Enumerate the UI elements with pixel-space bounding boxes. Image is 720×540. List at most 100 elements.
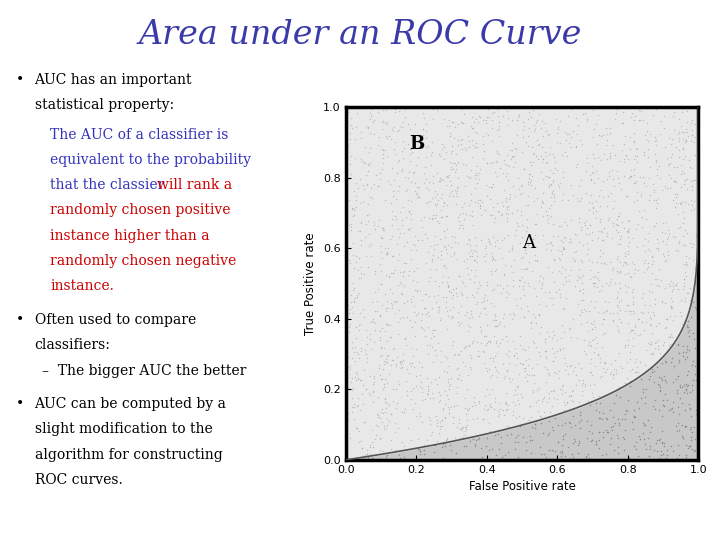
Point <box>386 252 397 260</box>
Point <box>451 374 462 382</box>
Point <box>545 387 557 395</box>
Point <box>685 436 697 444</box>
Point <box>510 437 521 446</box>
Point <box>588 124 600 133</box>
Point <box>651 358 662 367</box>
Point <box>377 150 389 158</box>
Point <box>676 399 688 407</box>
Point <box>553 366 564 375</box>
Point <box>523 258 535 266</box>
Point <box>563 325 575 334</box>
Point <box>646 368 657 376</box>
Point <box>390 105 401 113</box>
Point <box>516 220 528 229</box>
Point <box>475 327 487 336</box>
Point <box>426 328 438 337</box>
Point <box>408 266 420 275</box>
Point <box>600 450 612 459</box>
Point <box>651 447 662 455</box>
Point <box>541 364 552 373</box>
Point <box>600 306 612 315</box>
Point <box>624 132 635 141</box>
Point <box>678 145 689 153</box>
Point <box>596 342 608 351</box>
Point <box>626 365 637 374</box>
Point <box>487 180 499 188</box>
Point <box>380 355 392 363</box>
Point <box>575 363 587 372</box>
Point <box>558 327 570 336</box>
Point <box>659 376 670 384</box>
Point <box>422 455 433 464</box>
Point <box>443 192 454 200</box>
Point <box>500 389 512 397</box>
Point <box>375 280 387 289</box>
Point <box>397 221 408 230</box>
Point <box>414 447 426 455</box>
Point <box>362 167 374 176</box>
Point <box>590 406 601 415</box>
Point <box>382 118 393 126</box>
Point <box>626 109 638 117</box>
Point <box>666 297 678 306</box>
Point <box>522 361 534 369</box>
Point <box>528 371 540 380</box>
Point <box>426 161 437 170</box>
Point <box>554 333 566 342</box>
Point <box>477 415 488 424</box>
Point <box>418 441 430 449</box>
Point <box>422 141 433 150</box>
Point <box>512 395 523 404</box>
Point <box>463 341 474 349</box>
Point <box>654 381 665 389</box>
Point <box>598 248 609 257</box>
Point <box>415 315 427 324</box>
Point <box>616 218 628 226</box>
Point <box>487 357 498 366</box>
Point <box>364 148 375 157</box>
Point <box>665 158 676 167</box>
Point <box>429 441 441 450</box>
Point <box>575 306 586 314</box>
Point <box>389 123 400 131</box>
Point <box>583 454 595 463</box>
Point <box>502 214 513 222</box>
Point <box>446 141 457 150</box>
Point <box>514 332 526 340</box>
Point <box>609 115 621 124</box>
Point <box>629 152 641 160</box>
Point <box>344 320 356 328</box>
Point <box>408 444 420 453</box>
Point <box>392 353 403 361</box>
Point <box>463 201 474 210</box>
Point <box>365 111 377 120</box>
Point <box>500 159 511 168</box>
Point <box>344 160 356 168</box>
Point <box>469 440 480 448</box>
Point <box>431 422 443 430</box>
Point <box>536 197 547 205</box>
Point <box>405 359 416 367</box>
Point <box>554 139 566 147</box>
Point <box>464 341 475 350</box>
Point <box>588 348 600 357</box>
Point <box>564 324 576 333</box>
Point <box>572 275 583 284</box>
Point <box>516 180 527 189</box>
Point <box>523 114 534 123</box>
Point <box>450 150 462 159</box>
Point <box>523 242 534 251</box>
Point <box>377 447 389 455</box>
Point <box>513 382 524 390</box>
Point <box>516 232 528 241</box>
Point <box>572 130 583 138</box>
Point <box>623 454 634 462</box>
Point <box>500 372 511 380</box>
Point <box>517 414 528 422</box>
Point <box>674 198 685 207</box>
Point <box>364 329 376 338</box>
Point <box>551 129 562 137</box>
Point <box>357 400 369 408</box>
Point <box>610 109 621 117</box>
Point <box>391 239 402 248</box>
